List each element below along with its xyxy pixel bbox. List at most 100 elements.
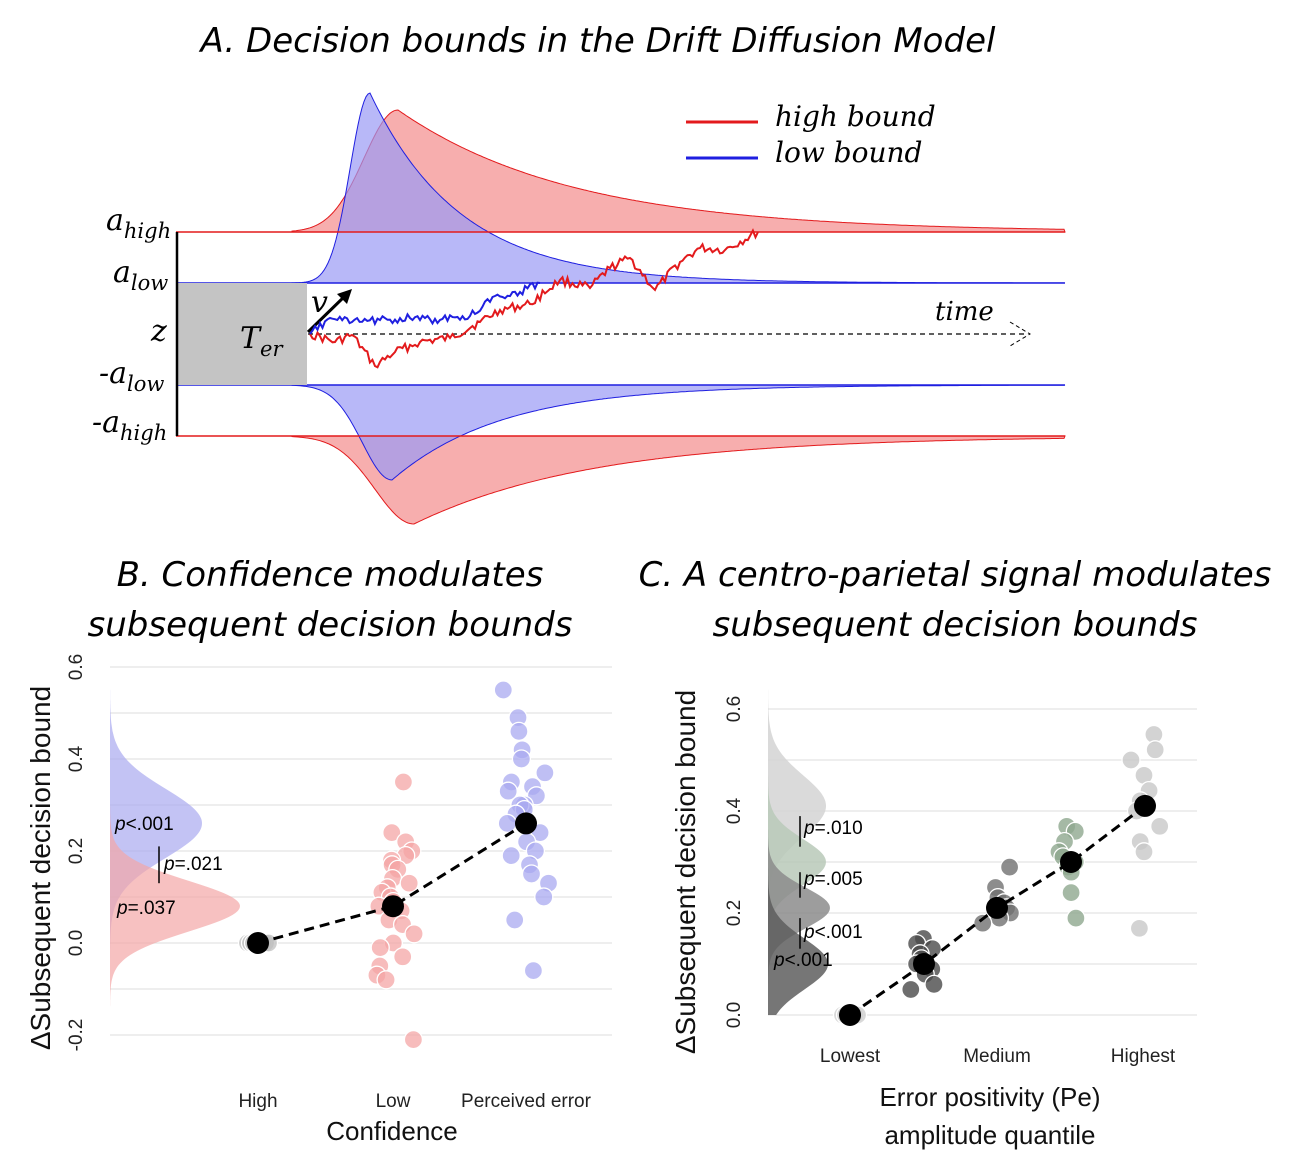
- panel-c-pvalue-3: p<.001: [803, 922, 863, 943]
- panel-b-point: [501, 845, 521, 866]
- label-z: z: [150, 314, 167, 349]
- panel-b-gridlines: [110, 666, 612, 1036]
- panel-b-ytick-label: -0.2: [66, 1019, 87, 1052]
- panel-c-point: [924, 974, 944, 995]
- panel-b-point: [511, 749, 532, 769]
- panel-c-x-axis-title-line1: Error positivity (Pe): [879, 1082, 1100, 1112]
- panel-b-point: [498, 781, 518, 801]
- panel-b-xtick-label: Low: [376, 1091, 411, 1112]
- panel-c-point: [1145, 740, 1165, 760]
- panel-c-point: [1121, 750, 1141, 770]
- panel-b-distributions: [110, 667, 240, 1035]
- panel-b-y-ticks: -0.2 0.0 0.2 0.4 0.6: [66, 654, 87, 1052]
- low-bound-diffusion-path: [309, 281, 541, 335]
- panel-c-pe-amplitude: C. A centro-parietal signal modulates su…: [639, 555, 1272, 1150]
- panel-b-ytick-label: 0.2: [66, 838, 87, 864]
- panel-c-xtick-label: Medium: [963, 1046, 1031, 1067]
- panel-b-point: [404, 924, 424, 944]
- ter-label: Ter: [240, 321, 284, 361]
- panel-b-point: [370, 937, 390, 958]
- panel-b-dist-perceived-error: [110, 667, 202, 1035]
- panel-b-mean-point: [247, 932, 269, 954]
- panel-b-y-axis-title: ΔSubsequent decision bound: [25, 686, 56, 1050]
- label-neg-a-low: -alow: [99, 356, 164, 396]
- panel-c-point: [999, 857, 1020, 877]
- panel-b-point: [534, 887, 554, 907]
- panel-c-point: [1134, 842, 1154, 862]
- panel-b-x-ticks: High Low Perceived error: [238, 1091, 591, 1112]
- low-bound-lower-distribution: [291, 384, 1066, 481]
- panel-c-pvalues: p=.010 p=.005 p<.001 p<.001: [773, 816, 863, 971]
- panel-c-ytick-label: 0.4: [724, 797, 745, 824]
- panel-c-point: [1150, 816, 1170, 836]
- panel-b-title-line2: subsequent decision bounds: [88, 605, 573, 645]
- panel-c-x-ticks: Lowest Medium Highest: [820, 1046, 1176, 1067]
- panel-b-dist-low: [110, 667, 240, 1035]
- panel-c-title-line1: C. A centro-parietal signal modulates: [639, 555, 1272, 595]
- panel-c-mean-point: [839, 1004, 861, 1026]
- non-decision-time-box: [176, 283, 307, 385]
- label-a-high: ahigh: [106, 203, 171, 243]
- panel-c-xtick-label: Lowest: [820, 1046, 881, 1067]
- panel-c-point: [973, 913, 993, 933]
- panel-b-point: [393, 772, 414, 792]
- panel-b-point: [493, 680, 513, 700]
- panel-b-pvalue-error: p<.001: [114, 814, 174, 835]
- panel-c-dist-quantile-2: [768, 689, 828, 1015]
- panel-b-point: [497, 813, 517, 834]
- legend-label-high: high bound: [775, 100, 936, 133]
- panel-c-pvalue-4: p<.001: [773, 950, 833, 971]
- panel-b-pvalue-low: p=.037: [116, 898, 176, 919]
- panel-a-ddm-diagram: A. Decision bounds in the Drift Diffusio…: [92, 21, 1066, 525]
- panel-c-ytick-label: 0.0: [724, 1002, 745, 1028]
- panel-c-title-line2: subsequent decision bounds: [713, 605, 1198, 645]
- diffusion-paths: [309, 228, 759, 369]
- panel-c-xtick-label: Highest: [1111, 1046, 1176, 1067]
- panel-c-x-axis-title-line2: amplitude quantile: [884, 1120, 1095, 1150]
- panel-b-x-axis-title: Confidence: [326, 1116, 458, 1146]
- panel-b-point: [523, 960, 544, 981]
- panel-b-xtick-label: High: [238, 1091, 277, 1112]
- time-arrowhead: [1009, 321, 1031, 347]
- legend-label-low: low bound: [775, 136, 922, 169]
- panel-b-mean-point: [382, 895, 404, 918]
- panel-a-title: A. Decision bounds in the Drift Diffusio…: [199, 21, 996, 61]
- legend: high bound low bound: [686, 100, 936, 169]
- high-bound-upper-distribution: [291, 109, 1066, 233]
- panel-c-dist-quantile-5: [768, 689, 826, 1015]
- panel-b-point: [399, 873, 419, 893]
- panel-b-point: [521, 864, 542, 884]
- panel-c-ytick-label: 0.2: [724, 900, 745, 926]
- panel-c-distributions: [768, 689, 830, 1015]
- panel-b-point: [509, 721, 529, 742]
- panel-b-pvalue-difference: p=.021: [163, 854, 223, 875]
- panel-c-ytick-label: 0.6: [724, 696, 745, 722]
- panel-b-point: [376, 970, 396, 990]
- panel-c-pvalue-2: p=.005: [803, 869, 863, 890]
- panel-b-mean-point: [515, 812, 537, 835]
- panel-b-points: [237, 680, 559, 1050]
- panel-c-y-axis-title: ΔSubsequent decision bound: [670, 690, 701, 1054]
- label-neg-a-high: -ahigh: [92, 405, 167, 445]
- panel-b-point: [535, 763, 555, 783]
- high-bound-diffusion-path: [309, 228, 759, 369]
- label-a-low: alow: [113, 255, 168, 295]
- panel-c-mean-point: [986, 896, 1008, 919]
- panel-b-confidence: B. Confidence modulates subsequent decis…: [25, 555, 612, 1146]
- drift-label: v: [311, 285, 328, 320]
- panel-c-point: [1061, 882, 1081, 903]
- panel-b-point: [505, 910, 525, 930]
- panel-b-xtick-label: Perceived error: [461, 1091, 592, 1112]
- high-bound-lower-distribution: [291, 435, 1066, 525]
- panel-b-title-line1: B. Confidence modulates: [117, 555, 544, 595]
- panel-b-ytick-label: 0.0: [66, 930, 87, 956]
- panel-c-mean-point: [1134, 794, 1156, 817]
- drift-arrowhead: [337, 289, 352, 304]
- panel-b-point: [393, 947, 413, 967]
- panel-b-point: [382, 822, 402, 843]
- panel-b-point: [403, 1029, 424, 1050]
- panel-c-mean-point: [1060, 851, 1082, 873]
- panel-c-dist-quantile-4: [768, 689, 826, 1015]
- panel-b-mean-trend-line: [257, 822, 527, 945]
